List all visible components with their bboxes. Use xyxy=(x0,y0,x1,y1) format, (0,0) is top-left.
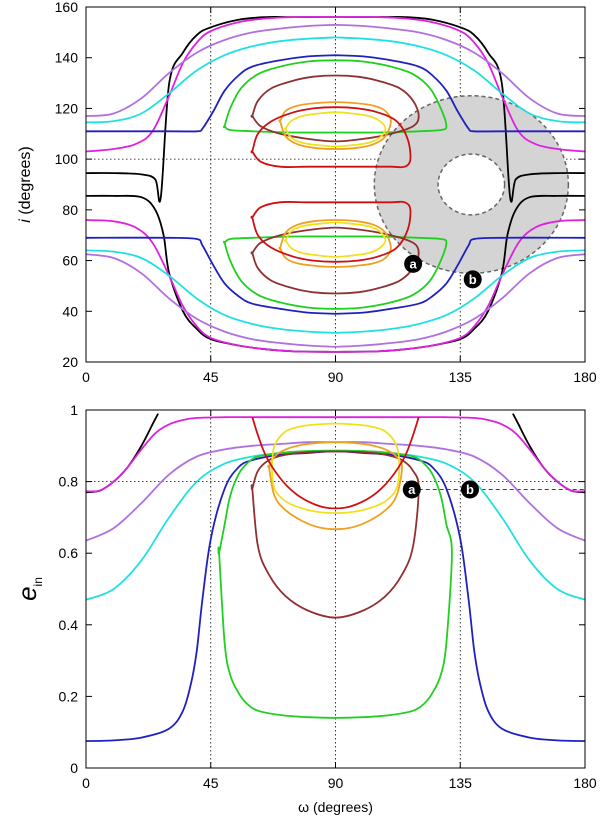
series-black xyxy=(86,413,159,494)
y-axis-label-main: e xyxy=(12,586,42,600)
series-magenta xyxy=(86,416,585,493)
series-magenta-left xyxy=(86,16,336,153)
series-blue-left xyxy=(86,54,336,133)
series-blue-lower-right xyxy=(335,236,585,315)
series-blue-lower-left xyxy=(86,236,336,315)
x-tick-label: 135 xyxy=(449,369,473,385)
marker-b-label: b xyxy=(466,482,474,497)
x-tick-label: 90 xyxy=(328,775,344,791)
y-tick-label: 1 xyxy=(70,402,78,418)
y-tick-label: 0.4 xyxy=(59,617,79,633)
marker-a-label: a xyxy=(408,482,416,497)
series-magenta-lower-left xyxy=(86,219,336,353)
series-orange-lower xyxy=(278,219,392,268)
series-violet-lower-right xyxy=(335,253,585,348)
series-cyan-lower-left xyxy=(86,249,336,334)
x-tick-label: 45 xyxy=(203,775,219,791)
y-tick-label: 0.6 xyxy=(59,545,79,561)
y-axis-label: i (degrees) xyxy=(17,146,34,222)
series-black-left xyxy=(86,16,336,203)
x-tick-label: 45 xyxy=(203,369,219,385)
marker-a-dot xyxy=(402,480,421,499)
y-tick-label: 160 xyxy=(55,0,79,15)
y-axis-label-rest: (degrees) xyxy=(17,146,34,219)
series-cyan xyxy=(86,449,585,601)
series-orange xyxy=(278,101,392,150)
series-violet-right xyxy=(335,23,585,117)
series-violet-lower-left xyxy=(86,253,336,348)
y-tick-label: 140 xyxy=(55,50,79,66)
series-yellow xyxy=(270,422,401,514)
marker-a-dot xyxy=(404,254,423,273)
series-red xyxy=(251,416,420,510)
marker-b-dot xyxy=(463,270,482,289)
series-brown xyxy=(250,74,420,143)
y-axis-label: ein xyxy=(12,577,45,601)
y-tick-label: 20 xyxy=(62,354,78,370)
x-tick-label: 135 xyxy=(449,775,473,791)
y-tick-label: 0.2 xyxy=(59,688,79,704)
y-tick-label: 100 xyxy=(55,151,79,167)
series-blue-right xyxy=(335,54,585,133)
annulus-hole xyxy=(437,153,506,216)
bottom-panel: 0 45 90 135 180 0 0.2 0.4 0.6 0.8 1 a b ein ω (degrees… xyxy=(12,402,597,815)
series-magenta-lower-right xyxy=(335,219,585,353)
x-tick-label: 180 xyxy=(573,369,597,385)
series-magenta-right xyxy=(335,16,585,153)
marker-a-label: a xyxy=(410,256,418,271)
series-yellow-lower xyxy=(284,221,387,258)
series-cyan-left xyxy=(86,36,336,124)
series-orange xyxy=(267,441,403,531)
series-red-lower xyxy=(250,200,412,263)
x-tick-label: 0 xyxy=(82,369,90,385)
series-yellow xyxy=(284,111,387,148)
y-tick-label: 80 xyxy=(62,202,78,218)
x-tick-label: 0 xyxy=(82,775,90,791)
series-black-right xyxy=(512,413,585,494)
series-cyan-right xyxy=(335,36,585,124)
y-tick-label: 0.8 xyxy=(59,474,79,490)
y-tick-label: 120 xyxy=(55,100,79,116)
series-black-right xyxy=(335,16,585,203)
marker-b-label: b xyxy=(469,272,477,287)
y-axis-label-sub: in xyxy=(31,577,45,586)
x-axis-label: ω (degrees) xyxy=(298,799,373,815)
y-axis-label-italic: i xyxy=(17,219,34,223)
series-green xyxy=(217,449,453,719)
marker-b-dot xyxy=(460,480,479,499)
y-tick-label: 40 xyxy=(62,303,78,319)
series-brown xyxy=(250,450,420,619)
series-red xyxy=(250,106,412,169)
x-tick-label: 90 xyxy=(328,369,344,385)
series-cyan-lower-right xyxy=(335,249,585,334)
y-tick-label: 0 xyxy=(70,760,78,776)
series-violet-left xyxy=(86,23,336,117)
top-panel: 0 45 90 135 180 20 40 60 80 100 120 140 160 a b i (degr… xyxy=(17,0,597,385)
y-tick-label: 60 xyxy=(62,253,78,269)
x-tick-label: 180 xyxy=(573,775,597,791)
